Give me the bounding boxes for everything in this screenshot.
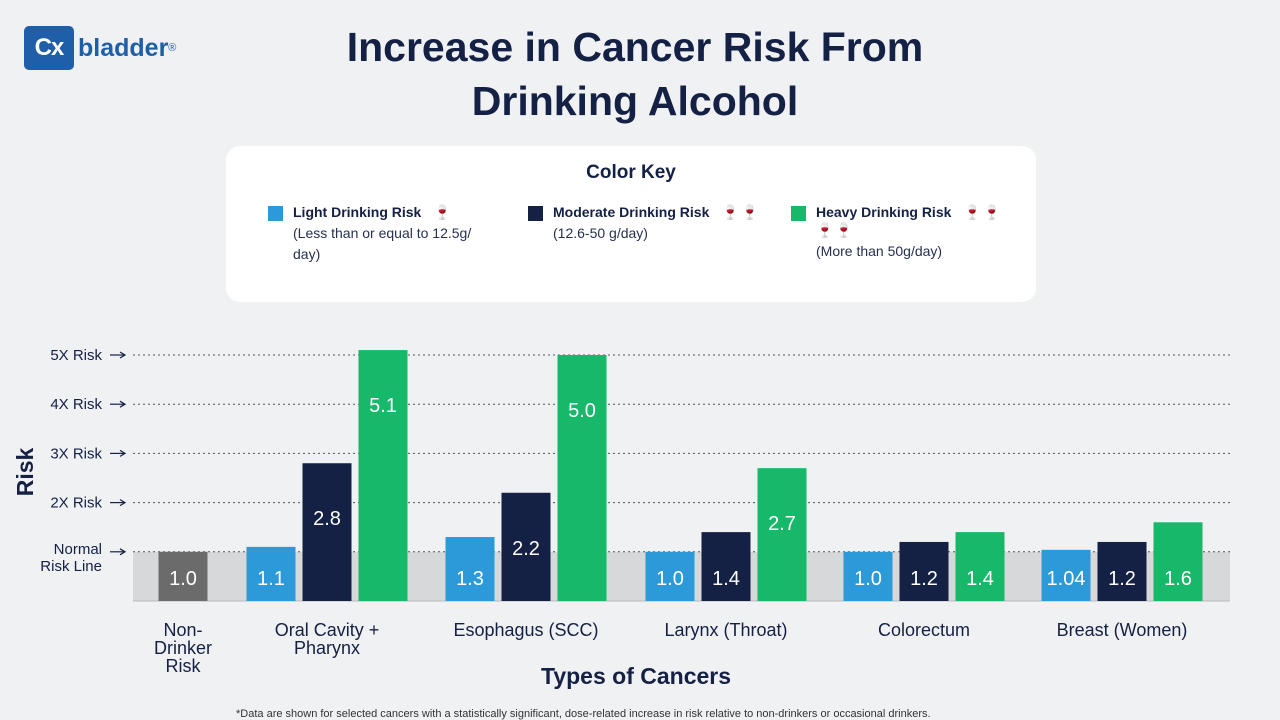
key-desc-light-2: day) <box>293 246 321 262</box>
bar-value-label: 1.1 <box>257 568 285 590</box>
key-desc-light-1: (Less than or equal to 12.5g/ <box>293 225 472 241</box>
y-tick-label: 4X Risk <box>50 396 102 413</box>
y-tick-label: 3X Risk <box>50 445 102 462</box>
y-tick-label: 2X Risk <box>50 495 102 512</box>
x-tick-label: Risk <box>166 656 202 676</box>
bar-light <box>843 551 893 601</box>
page-title: Increase in Cancer Risk From Drinking Al… <box>260 20 1010 128</box>
y-tick-label: Risk Line <box>40 558 102 575</box>
bar-value-label: 1.0 <box>854 568 882 590</box>
x-tick-label: Larynx (Throat) <box>664 620 787 640</box>
bar-light <box>645 551 695 601</box>
bar-value-label: 5.0 <box>568 400 596 422</box>
x-tick-label: Breast (Women) <box>1057 620 1188 640</box>
bar-moderate <box>1097 541 1147 601</box>
bar-value-label: 1.4 <box>712 568 740 590</box>
y-axis-title: Risk <box>12 448 38 497</box>
x-axis-title: Types of Cancers <box>541 663 731 689</box>
bar-heavy <box>1153 522 1203 601</box>
x-tick-label: Drinker <box>154 638 212 658</box>
bar-value-label: 5.1 <box>369 395 397 417</box>
bar-value-label: 2.7 <box>768 513 796 535</box>
key-name-light: Light Drinking Risk <box>293 204 422 220</box>
key-desc-moderate: (12.6-50 g/day) <box>553 225 648 241</box>
x-tick-label: Colorectum <box>878 620 970 640</box>
bar-heavy <box>757 468 807 601</box>
bar-value-label: 1.3 <box>456 568 484 590</box>
logo-text: bladder <box>78 33 169 62</box>
wine-glasses-four-icon: 🍷🍷🍷🍷 <box>816 204 1003 238</box>
y-tick-label: 5X Risk <box>50 347 102 364</box>
wine-glasses-icon: 🍷🍷 <box>721 204 761 220</box>
key-name-heavy: Heavy Drinking Risk <box>816 204 952 220</box>
title-line-1: Increase in Cancer Risk From <box>346 24 924 70</box>
bar-value-label: 1.4 <box>966 568 994 590</box>
footnote: *Data are shown for selected cancers wit… <box>236 708 931 720</box>
heavy-swatch <box>791 206 806 221</box>
key-item-moderate: Moderate Drinking Risk 🍷🍷 (12.6-50 g/day… <box>528 204 788 243</box>
tick-arrowhead-icon <box>119 548 127 556</box>
tick-arrowhead-icon <box>119 351 127 359</box>
bar-heavy <box>557 355 607 601</box>
bar-value-label: 1.2 <box>1108 568 1136 590</box>
tick-arrowhead-icon <box>119 499 127 507</box>
bar-value-label: 1.0 <box>169 568 197 590</box>
bar-value-label: 2.2 <box>512 538 540 560</box>
x-tick-label: Pharynx <box>294 638 360 658</box>
color-key-title: Color Key <box>586 162 676 183</box>
key-item-light: Light Drinking Risk 🍷 (Less than or equa… <box>268 204 498 264</box>
x-tick-label: Non- <box>163 620 202 640</box>
moderate-swatch <box>528 206 543 221</box>
wine-glass-icon: 🍷 <box>433 204 454 220</box>
x-tick-label: Oral Cavity + <box>275 620 380 640</box>
bar-value-label: 1.2 <box>910 568 938 590</box>
bar-light <box>1041 549 1091 601</box>
color-key: Color Key Light Drinking Risk 🍷 (Less th… <box>226 146 1036 302</box>
tick-arrowhead-icon <box>119 449 127 457</box>
bar-heavy <box>358 350 408 601</box>
key-item-heavy: Heavy Drinking Risk 🍷🍷🍷🍷 (More than 50g/… <box>791 204 1011 261</box>
logo-mark: Cx <box>24 26 74 70</box>
x-tick-label: Esophagus (SCC) <box>453 620 598 640</box>
y-tick-label: Normal <box>54 541 102 558</box>
bar-moderate <box>501 492 551 601</box>
key-name-moderate: Moderate Drinking Risk <box>553 204 710 220</box>
bar-value-label: 2.8 <box>313 508 341 530</box>
title-line-2: Drinking Alcohol <box>471 78 799 124</box>
tick-arrowhead-icon <box>119 400 127 408</box>
logo-registered-mark: ® <box>168 42 177 54</box>
bar-moderate <box>701 532 751 601</box>
bar-light <box>445 537 495 601</box>
key-desc-heavy: (More than 50g/day) <box>816 243 943 259</box>
bar-heavy <box>955 532 1005 601</box>
bar-baseline <box>158 551 208 601</box>
logo: Cx bladder ® <box>24 26 176 70</box>
bar-value-label: 1.6 <box>1164 568 1192 590</box>
bar-moderate <box>899 541 949 601</box>
bar-value-label: 1.0 <box>656 568 684 590</box>
light-swatch <box>268 206 283 221</box>
bar-light <box>246 546 296 601</box>
bar-moderate <box>302 463 352 601</box>
bar-value-label: 1.04 <box>1047 568 1086 590</box>
